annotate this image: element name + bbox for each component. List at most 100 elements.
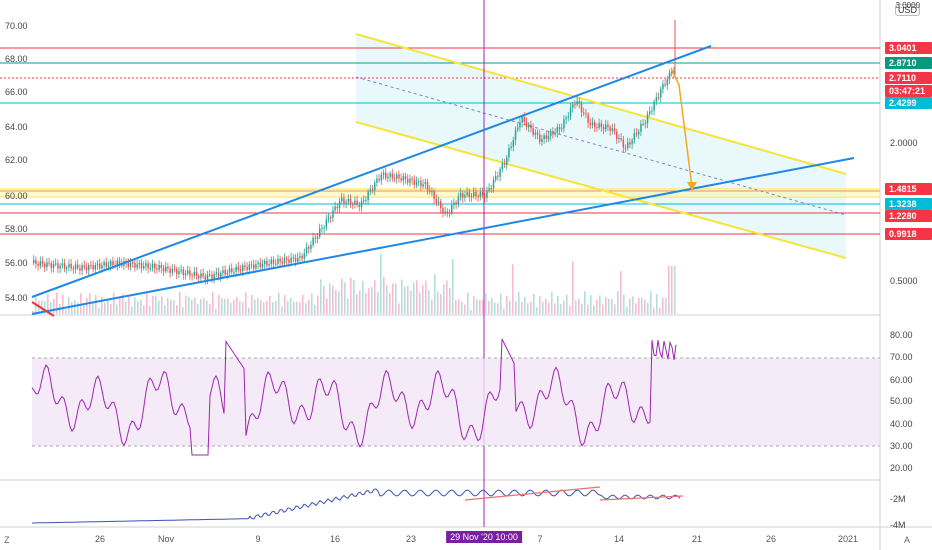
candle-body	[569, 107, 572, 117]
candle-body	[83, 265, 86, 268]
volume-bar	[107, 300, 109, 314]
volume-bar	[458, 299, 460, 314]
candle-body	[378, 178, 380, 181]
volume-bar	[278, 292, 280, 314]
candle-body	[92, 265, 94, 270]
candle-body	[611, 128, 614, 131]
volume-bar	[137, 301, 139, 314]
volume-bar	[65, 309, 67, 314]
candle-body	[316, 236, 319, 239]
volume-bar	[119, 296, 121, 314]
volume-bar	[314, 304, 316, 314]
candle-body	[338, 201, 341, 209]
candle-body	[50, 263, 53, 268]
volume-bar	[530, 301, 532, 314]
candle-body	[279, 258, 281, 262]
candle-body	[180, 269, 182, 272]
candle-body	[598, 123, 600, 128]
candle-body	[171, 268, 174, 273]
rsi-tick: 60.00	[890, 375, 913, 385]
volume-bar	[53, 298, 55, 314]
candle-body	[184, 273, 187, 276]
volume-bar	[263, 302, 265, 314]
candle-body	[578, 101, 581, 104]
candle-body	[418, 180, 420, 182]
candle-body	[288, 259, 290, 263]
candle-body	[556, 127, 559, 133]
candle-body	[352, 204, 354, 206]
candle-body	[638, 131, 640, 135]
volume-bar	[416, 280, 418, 314]
price-badge: 2.8710	[885, 57, 932, 69]
candle-body	[330, 217, 332, 219]
candle-body	[198, 276, 200, 278]
volume-bar	[425, 280, 427, 314]
candle-body	[363, 200, 365, 202]
volume-bar	[290, 298, 292, 314]
volume-bar	[44, 301, 46, 314]
candle-body	[105, 262, 108, 267]
volume-bar	[551, 291, 553, 314]
volume-bar	[626, 306, 628, 314]
candle-body	[662, 83, 664, 90]
candle-body	[631, 140, 633, 145]
volume-bar	[356, 294, 358, 314]
volume-bar	[491, 297, 493, 314]
candle-body	[464, 195, 466, 198]
candle-body	[477, 196, 479, 198]
candle-body	[543, 135, 545, 139]
candle-body	[666, 79, 669, 86]
candle-body	[345, 201, 347, 204]
candle-body	[547, 135, 550, 140]
timezone-icon[interactable]: Z	[4, 535, 10, 545]
candle-body	[134, 262, 136, 268]
price-tick-left: 66.00	[5, 87, 28, 97]
candle-body	[129, 262, 132, 267]
volume-bar	[428, 290, 430, 314]
candle-body	[231, 268, 233, 273]
candle-body	[396, 174, 398, 179]
candle-body	[470, 196, 473, 198]
volume-bar	[122, 294, 124, 314]
candle-body	[580, 103, 583, 113]
volume-bar	[632, 296, 634, 314]
candle-body	[389, 173, 391, 177]
currency-button[interactable]: USD	[894, 4, 920, 16]
candle-body	[88, 265, 90, 271]
candle-body	[79, 268, 81, 271]
volume-bar	[479, 299, 481, 314]
volume-bar	[665, 297, 667, 314]
volume-bar	[524, 296, 526, 314]
candle-body	[407, 179, 409, 183]
candle-body	[503, 163, 506, 165]
volume-bar	[188, 296, 190, 314]
candle-body	[154, 263, 156, 269]
volume-bar	[236, 297, 238, 314]
candle-body	[448, 212, 451, 214]
candle-body	[411, 178, 413, 180]
volume-bar	[143, 305, 145, 314]
candle-body	[497, 175, 499, 177]
volume-bar	[341, 278, 343, 314]
volume-bar	[527, 303, 529, 314]
volume-bar	[593, 305, 595, 314]
volume-bar	[206, 300, 208, 314]
volume-bar	[521, 302, 523, 314]
volume-bar	[269, 295, 271, 314]
volume-bar	[545, 299, 547, 314]
time-tick: 7	[537, 534, 543, 544]
volume-bar	[83, 303, 85, 314]
volume-bar	[590, 295, 592, 314]
auto-scale-icon[interactable]: A	[903, 535, 910, 545]
candle-body	[143, 266, 145, 269]
volume-bar	[152, 296, 154, 314]
volume-bar	[455, 299, 457, 314]
candle-body	[367, 191, 369, 200]
candle-body	[261, 264, 264, 268]
candle-body	[475, 192, 477, 197]
volume-bar	[182, 307, 184, 314]
volume-bar	[467, 293, 469, 314]
volume-bar	[437, 291, 439, 314]
volume-bar	[674, 266, 676, 314]
